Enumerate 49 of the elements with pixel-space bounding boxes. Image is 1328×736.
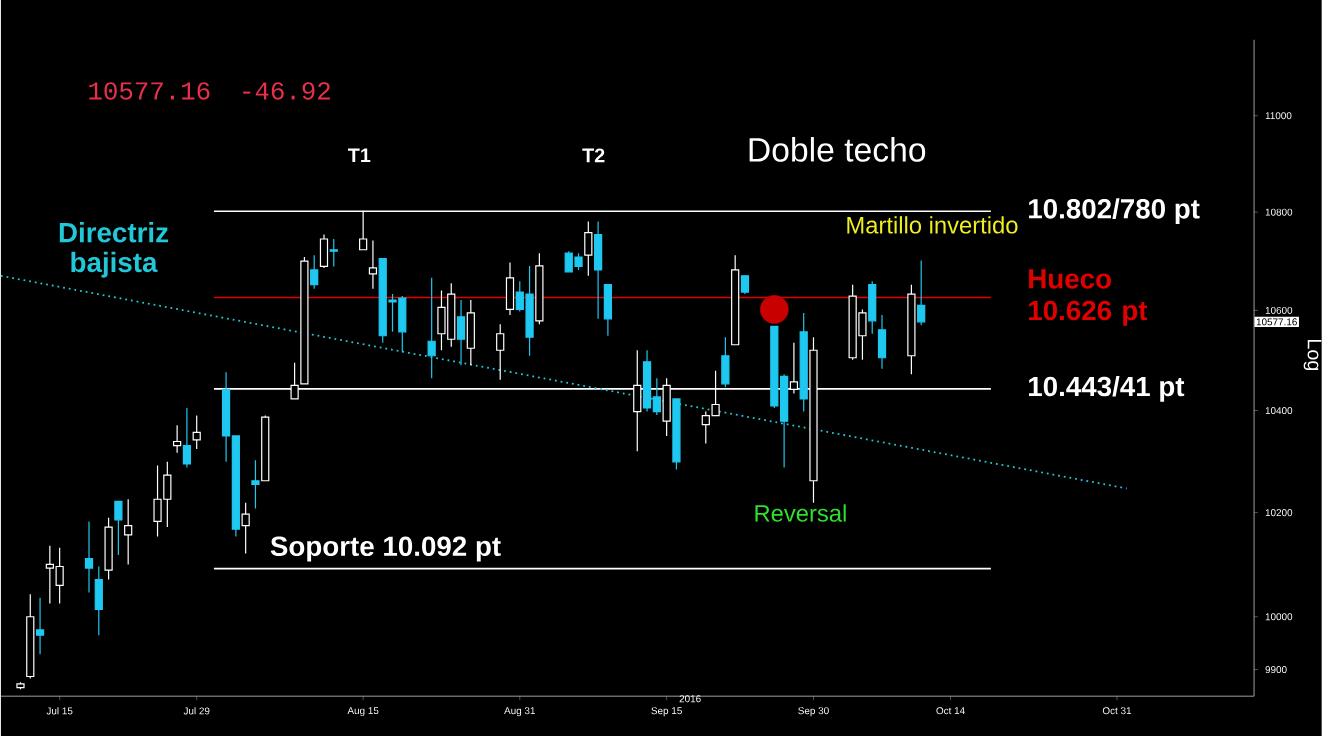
- candlestick: [877, 314, 887, 370]
- candlestick: [241, 502, 250, 555]
- candlestick: [35, 597, 45, 655]
- candlestick: [672, 398, 681, 471]
- candlestick: [740, 275, 750, 295]
- candlestick: [16, 681, 25, 690]
- candlestick: [799, 312, 808, 413]
- candlestick: [319, 233, 329, 269]
- candlestick: [251, 459, 260, 510]
- candlestick: [584, 220, 593, 277]
- candlestick: [603, 284, 613, 337]
- ref-line-label: 10.443/41 pt: [1029, 375, 1185, 402]
- annotation: T1: [347, 148, 371, 163]
- candlestick: [496, 323, 505, 381]
- candlestick: [593, 220, 603, 320]
- annotation: Reversal: [755, 504, 846, 522]
- candlestick: [300, 256, 309, 385]
- annotation: Doble techo: [749, 137, 926, 162]
- candlestick: [329, 238, 338, 268]
- candlestick: [427, 277, 436, 379]
- series-label: Directriz bajista: [59, 222, 168, 278]
- ref-line-label: Soporte 10.092 pt: [270, 536, 501, 562]
- candlestick: [907, 284, 916, 375]
- candlestick: [182, 407, 192, 469]
- candlestick: [917, 259, 926, 326]
- candlestick: [310, 254, 319, 290]
- candlestick: [192, 415, 201, 450]
- candlestick: [466, 299, 475, 366]
- candlestick: [731, 254, 740, 346]
- candlestick: [261, 415, 270, 482]
- candlestick: [505, 261, 515, 316]
- ref-line-label: 10.802/780 pt: [1029, 198, 1200, 225]
- annotation: Martillo invertido: [847, 216, 1018, 234]
- candlestick: [84, 520, 94, 594]
- candlestick: [868, 280, 877, 335]
- y-axis-title: Log: [1303, 339, 1322, 371]
- candlestick: [104, 517, 113, 581]
- candlestick: [94, 565, 103, 636]
- candlestick: [721, 336, 730, 388]
- ref-line-label: Hueco 10.626 pt: [1029, 269, 1148, 326]
- candlestick: [26, 593, 35, 680]
- candlestick: [368, 239, 378, 290]
- candlestick: [456, 299, 466, 366]
- candlestick: [173, 424, 182, 454]
- annotation: T2: [582, 148, 605, 163]
- candlestick: [535, 252, 544, 325]
- text: -46.92: [243, 82, 330, 100]
- text: 10577.16: [89, 82, 210, 100]
- candlestick: [114, 500, 123, 556]
